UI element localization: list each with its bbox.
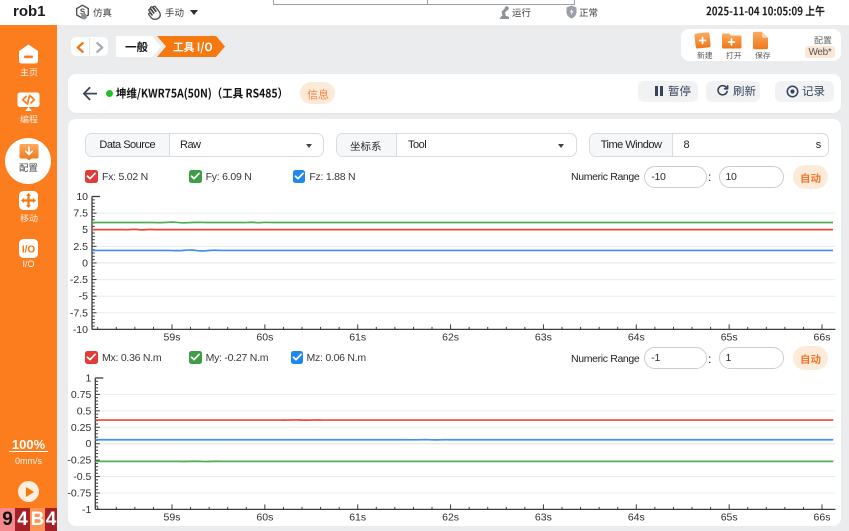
svg-text:S: S — [80, 8, 86, 17]
svg-text:I/O: I/O — [22, 244, 36, 255]
